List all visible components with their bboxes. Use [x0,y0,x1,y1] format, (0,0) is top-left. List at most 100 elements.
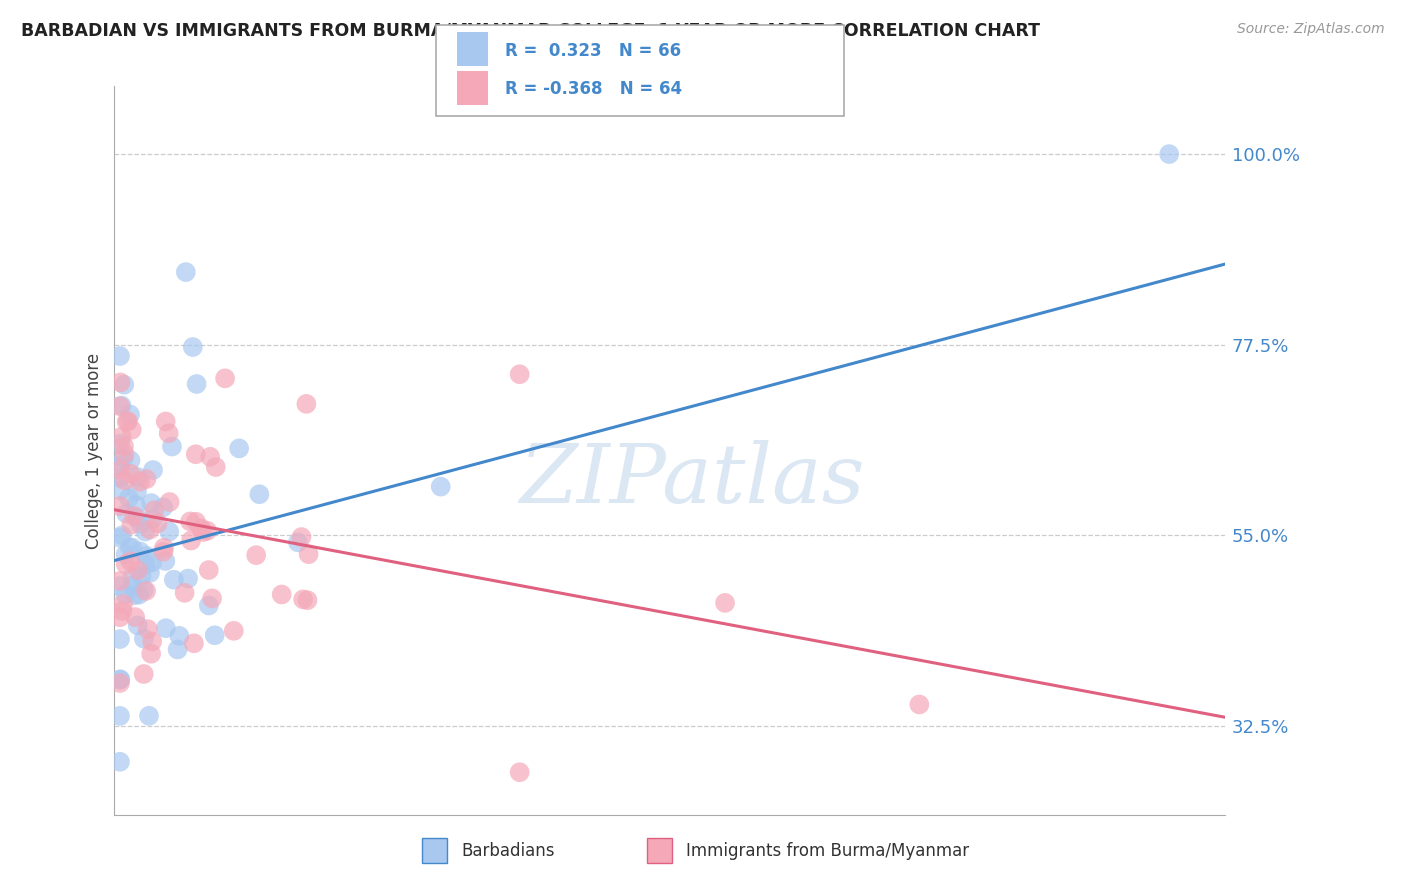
Point [139,566,162,580]
Point [111,528,134,542]
Point [112,377,135,392]
Point [177,572,200,586]
Point [141,555,163,569]
Point [138,708,160,723]
Text: BARBADIAN VS IMMIGRANTS FROM BURMA/MYANMAR COLLEGE, 1 YEAR OR MORE CORRELATION C: BARBADIAN VS IMMIGRANTS FROM BURMA/MYANM… [21,22,1040,40]
Point [190,521,212,535]
Point [169,629,191,643]
Point [125,510,148,524]
Point [129,517,152,532]
Point [120,517,142,532]
Point [124,610,146,624]
Point [714,596,737,610]
Point [197,563,219,577]
Point [297,547,319,561]
Point [146,516,169,531]
Point [143,503,166,517]
Point [124,588,146,602]
Point [127,470,149,484]
Point [160,440,183,454]
Point [153,541,176,555]
Point [142,463,165,477]
Point [135,549,157,563]
Point [139,523,162,537]
Point [181,340,204,354]
Point [290,530,312,544]
Point [108,579,131,593]
Point [155,621,177,635]
Point [509,765,531,780]
Point [222,624,245,638]
Point [908,698,931,712]
Y-axis label: College, 1 year or more: College, 1 year or more [86,352,103,549]
Point [152,544,174,558]
Point [198,599,221,613]
Point [114,587,136,601]
Point [155,554,177,568]
Point [135,558,157,572]
Point [429,480,451,494]
Point [142,512,165,526]
Point [1159,147,1181,161]
Point [108,471,131,485]
Point [247,487,270,501]
Text: R =  0.323   N = 66: R = 0.323 N = 66 [505,42,681,60]
Point [120,453,142,467]
Point [114,447,136,461]
Point [184,515,207,529]
Point [112,597,135,611]
Point [152,500,174,515]
Point [163,573,186,587]
Point [110,463,132,477]
Point [509,368,531,382]
Point [184,447,207,461]
Point [115,507,138,521]
Point [132,632,155,646]
Point [134,524,156,539]
Point [129,475,152,489]
Text: R = -0.368   N = 64: R = -0.368 N = 64 [505,80,682,98]
Text: Source: ZipAtlas.com: Source: ZipAtlas.com [1237,22,1385,37]
Point [180,533,202,548]
Point [120,467,142,481]
Point [129,544,152,558]
Point [125,484,148,499]
Point [118,541,141,555]
Point [127,618,149,632]
Point [166,642,188,657]
Point [112,439,135,453]
Point [228,442,250,456]
Point [198,450,221,464]
Point [108,709,131,723]
Point [125,498,148,512]
Point [114,473,136,487]
Point [157,426,180,441]
Point [287,535,309,549]
Point [108,483,131,497]
Point [121,579,143,593]
Point [121,541,143,555]
Point [292,592,315,607]
Point [112,451,135,466]
Point [108,574,131,588]
Point [297,593,319,607]
Point [245,548,267,562]
Point [121,423,143,437]
Point [270,587,292,601]
Point [135,583,157,598]
Point [114,558,136,572]
Point [295,397,318,411]
Point [122,509,145,524]
Point [118,491,141,505]
Point [139,496,162,510]
Point [141,634,163,648]
Point [135,472,157,486]
Point [108,632,131,646]
Point [127,563,149,577]
Point [108,437,131,451]
Text: Immigrants from Burma/Myanmar: Immigrants from Burma/Myanmar [686,842,969,860]
Point [108,673,131,687]
Point [108,531,131,545]
Point [108,755,131,769]
Point [128,588,150,602]
